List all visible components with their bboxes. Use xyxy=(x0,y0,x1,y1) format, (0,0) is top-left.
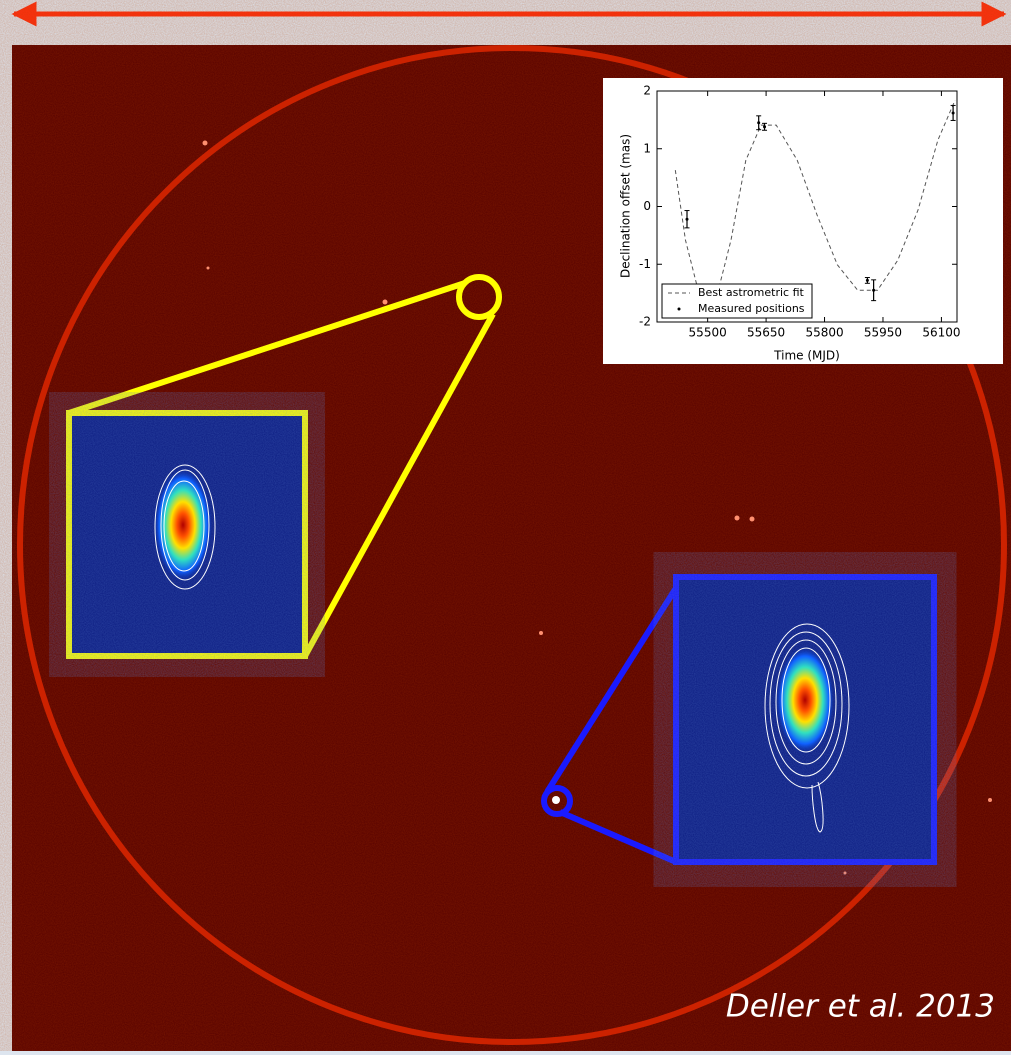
y-tick-label: -1 xyxy=(639,257,651,271)
slide: Time (MJD) Declination offset (mas) 5550… xyxy=(0,0,1011,1051)
data-point xyxy=(872,289,875,292)
x-tick-label: 55500 xyxy=(689,326,727,340)
y-axis-label: Declination offset (mas) xyxy=(619,134,633,278)
y-tick-label: 1 xyxy=(643,141,651,155)
legend-marker xyxy=(678,308,681,311)
chart-inset: Time (MJD) Declination offset (mas) 5550… xyxy=(603,78,1003,364)
legend-label: Measured positions xyxy=(698,302,805,315)
x-tick-label: 55950 xyxy=(864,326,902,340)
data-point xyxy=(866,279,869,282)
y-tick-label: 2 xyxy=(643,84,651,98)
chart-panel xyxy=(603,78,1003,364)
credit: Deller et al. 2013 xyxy=(726,989,995,1025)
x-tick-label: 56100 xyxy=(922,326,960,340)
data-point xyxy=(757,121,760,124)
data-point xyxy=(952,111,955,114)
legend-label: Best astrometric fit xyxy=(698,286,804,299)
x-tick-label: 55800 xyxy=(805,326,843,340)
y-tick-label: 0 xyxy=(643,199,651,213)
data-point xyxy=(686,218,689,221)
y-tick-label: -2 xyxy=(639,315,651,329)
x-axis-label: Time (MJD) xyxy=(773,349,840,363)
x-tick-label: 55650 xyxy=(747,326,785,340)
data-point xyxy=(763,125,766,128)
